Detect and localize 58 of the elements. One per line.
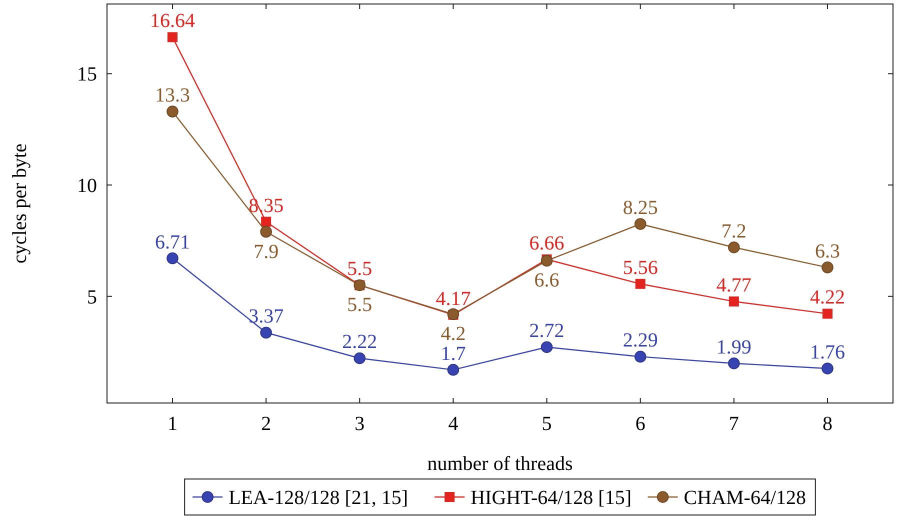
- data-label: 6.6: [534, 270, 560, 292]
- data-label: 7.9: [254, 240, 279, 263]
- point: [822, 262, 834, 274]
- x-tick-label: 8: [822, 413, 832, 435]
- data-label: 5.5: [347, 294, 372, 316]
- legend-label: LEA-128/128 [21, 15]: [228, 487, 408, 509]
- x-tick-label: 7: [728, 413, 739, 435]
- data-label: 5.5: [347, 258, 372, 280]
- point: [540, 341, 553, 354]
- point: [540, 254, 553, 267]
- point: [260, 226, 272, 238]
- point: [634, 350, 646, 363]
- data-label: 1.76: [810, 341, 845, 364]
- x-tick-label: 6: [635, 413, 646, 435]
- point: [260, 326, 272, 339]
- legend-label: CHAM-64/128: [684, 487, 806, 509]
- data-label: 16.64: [150, 10, 195, 32]
- data-label: 8.25: [622, 196, 658, 219]
- point: [635, 278, 646, 289]
- data-label: 13.3: [155, 84, 190, 107]
- point: [261, 216, 272, 227]
- point: [822, 362, 834, 374]
- data-label: 2.72: [529, 320, 564, 342]
- point: [168, 32, 178, 42]
- data-label: 1.99: [716, 336, 752, 358]
- y-tick-label: 5: [87, 286, 97, 308]
- point: [728, 296, 739, 306]
- x-tick-label: 4: [448, 413, 458, 435]
- x-tick-label: 3: [354, 413, 365, 435]
- data-label: 5.56: [622, 256, 658, 279]
- data-label: 6.3: [815, 240, 840, 262]
- point: [822, 308, 832, 319]
- x-axis-title: number of threads: [427, 453, 573, 475]
- data-label: 6.71: [155, 231, 190, 254]
- data-label: 2.22: [342, 331, 378, 354]
- point: [354, 352, 366, 364]
- x-tick-label: 2: [261, 413, 272, 435]
- point: [728, 241, 740, 254]
- point: [166, 252, 178, 264]
- x-tick-label: 1: [168, 413, 178, 435]
- data-label: 2.29: [622, 330, 658, 352]
- y-tick-label: 15: [77, 64, 97, 86]
- y-tick-label: 10: [77, 175, 97, 198]
- data-label: 4.2: [440, 323, 466, 346]
- x-tick-label: 5: [542, 413, 552, 435]
- y-axis-title: cycles per byte: [9, 143, 31, 264]
- point: [447, 364, 460, 376]
- point: [634, 218, 646, 230]
- point: [166, 106, 178, 118]
- legend-label: HIGHT-64/128 [15]: [470, 487, 632, 509]
- point: [728, 357, 740, 370]
- data-label: 4.22: [810, 286, 845, 309]
- data-label: 1.7: [440, 342, 466, 365]
- data-label: 3.37: [248, 306, 284, 328]
- data-label: 4.77: [716, 274, 752, 296]
- data-label: 7.2: [721, 220, 746, 242]
- data-label: 4.17: [436, 288, 471, 310]
- data-label: 6.66: [529, 232, 564, 254]
